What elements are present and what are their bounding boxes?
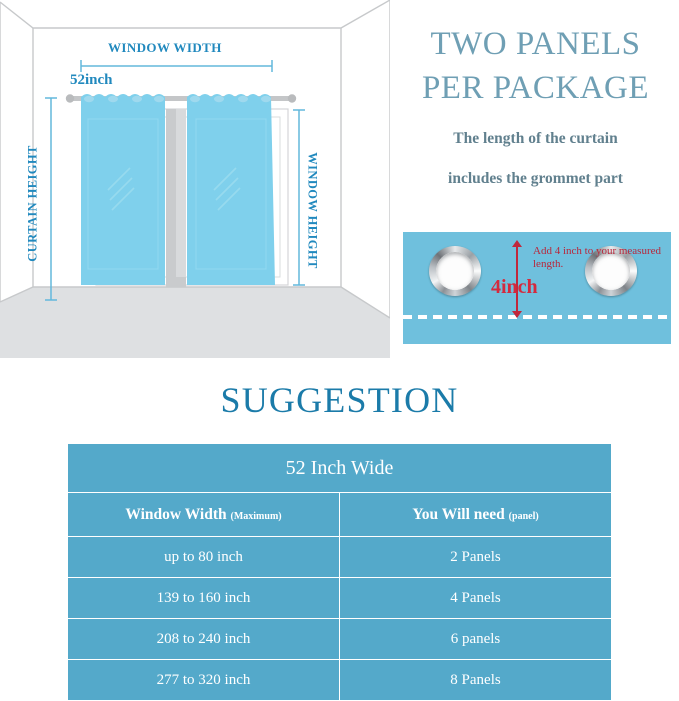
header-label-window-width: Window Width [125, 505, 231, 523]
headline-block: TWO PANELS PER PACKAGE The length of the… [392, 22, 679, 188]
suggestion-table: 52 Inch Wide Window Width (Maximum) You … [67, 443, 612, 701]
add-inch-note: Add 4 inch to your measured length. [533, 245, 661, 270]
cell-panels-needed: 8 Panels [339, 659, 612, 701]
header-cell-window-width: Window Width (Maximum) [67, 492, 340, 537]
table-caption-cell: 52 Inch Wide [67, 443, 612, 493]
grommet-ring-icon [429, 246, 481, 296]
header-qualifier-maximum: (Maximum) [230, 510, 282, 522]
window-width-label: WINDOW WIDTH [108, 40, 222, 55]
suggestion-title: SUGGESTION [220, 380, 459, 420]
window-height-label: WINDOW HEIGHT [305, 152, 320, 269]
table-header-row: Window Width (Maximum) You Will need (pa… [67, 492, 612, 537]
window-width-dimension-line [80, 60, 273, 72]
window-height-dimension-line [293, 109, 305, 286]
table-row: up to 80 inch 2 Panels [67, 536, 612, 578]
table-row: 208 to 240 inch 6 panels [67, 618, 612, 660]
headline-line-2: PER PACKAGE [421, 70, 650, 106]
right-wall-shape [341, 0, 390, 318]
table-caption-row: 52 Inch Wide [67, 443, 612, 493]
curtain-measurement-diagram: WINDOW WIDTH 52inch CURTAIN HEIGHT WINDO… [0, 0, 390, 358]
header-cell-panels-needed: You Will need (panel) [339, 492, 612, 537]
cell-window-width: 277 to 320 inch [67, 659, 340, 701]
four-inch-measure-label: 4inch [491, 276, 538, 298]
panel-width-label: 52inch [70, 72, 113, 88]
curtain-height-dimension-line [45, 97, 57, 301]
hem-dashed-line [403, 315, 671, 319]
cell-panels-needed: 2 Panels [339, 536, 612, 578]
cell-window-width: 139 to 160 inch [67, 577, 340, 619]
header-qualifier-panel: (panel) [508, 510, 539, 522]
left-wall-shape [0, 2, 33, 302]
measurement-arrow-line [516, 244, 518, 317]
header-label-panels-needed: You Will need [412, 505, 509, 523]
subheadline-line-2: includes the grommet part [448, 170, 623, 187]
arrow-up-icon [512, 240, 522, 247]
cell-window-width: up to 80 inch [67, 536, 340, 578]
headline-line-1: TWO PANELS [430, 26, 641, 62]
curtain-panel-right [187, 94, 275, 285]
room-perspective-illustration [0, 0, 390, 358]
cell-panels-needed: 4 Panels [339, 577, 612, 619]
curtain-height-label: CURTAIN HEIGHT [25, 145, 40, 262]
floor-shape [0, 287, 390, 358]
grommet-ring-icon [585, 246, 637, 296]
subheadline-line-1: The length of the curtain [453, 130, 618, 147]
table-row: 139 to 160 inch 4 Panels [67, 577, 612, 619]
curtain-panel-left [81, 94, 165, 285]
cell-panels-needed: 6 panels [339, 618, 612, 660]
table-row: 277 to 320 inch 8 Panels [67, 659, 612, 701]
room-edge-lines [0, 0, 390, 319]
grommet-detail-illustration: Add 4 inch to your measured length. 4inc… [403, 232, 671, 344]
arrow-down-icon [512, 311, 522, 318]
cell-window-width: 208 to 240 inch [67, 618, 340, 660]
